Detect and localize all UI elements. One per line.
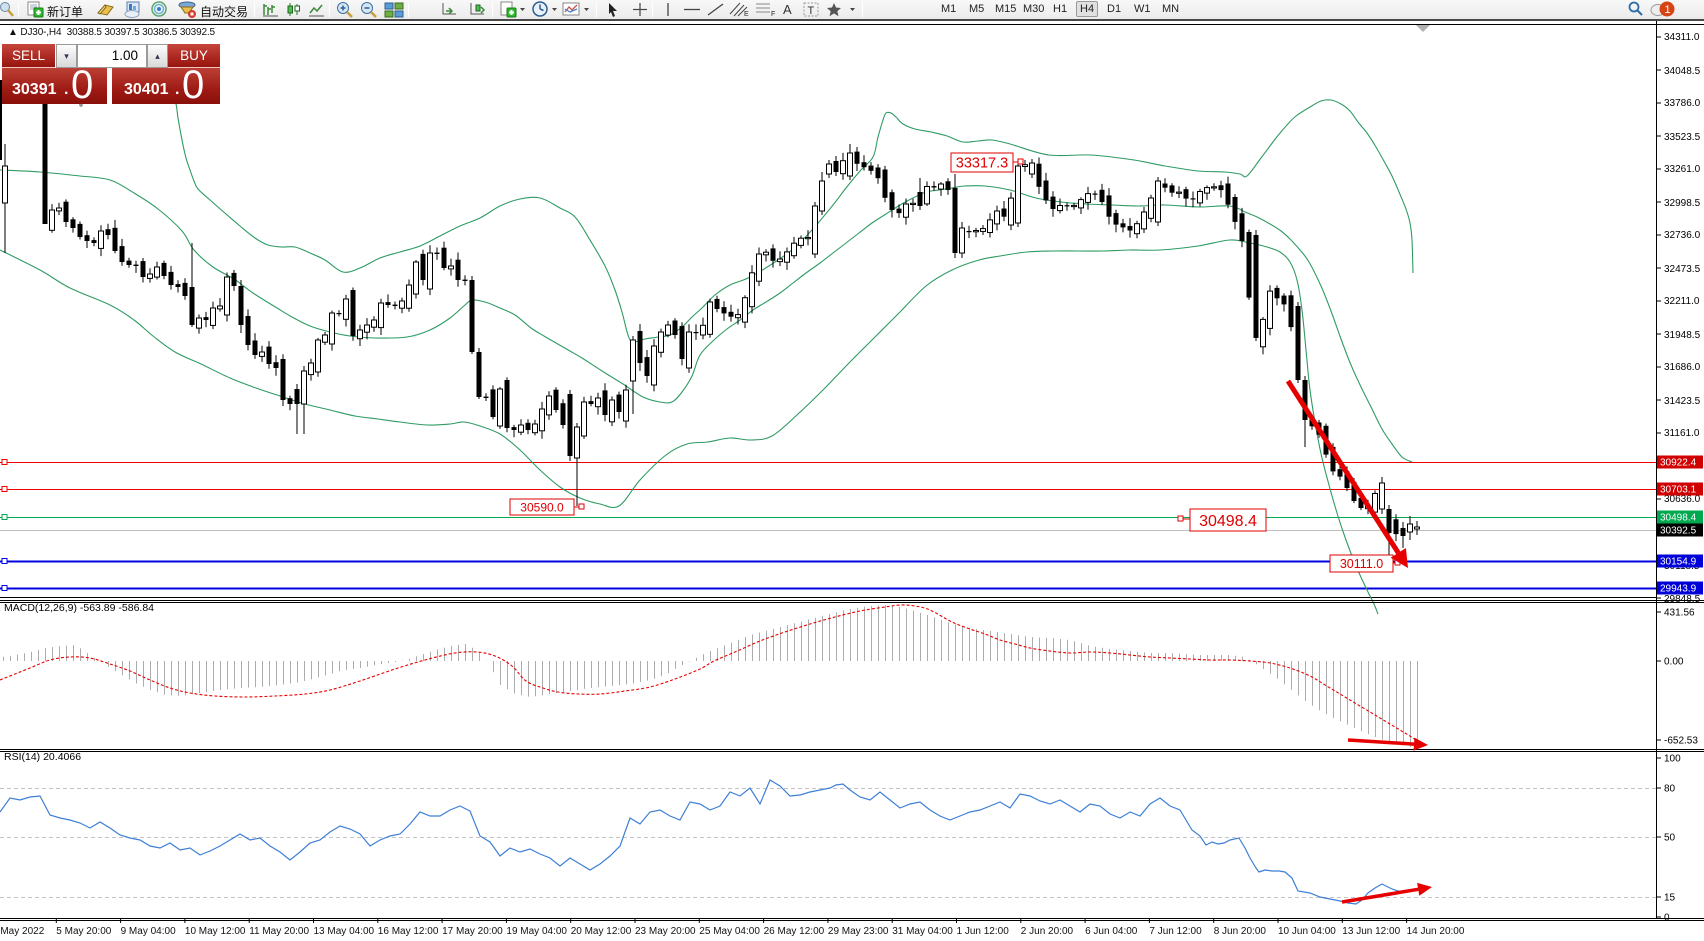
- svg-text:MACD(12,26,9) -563.89 -586.84: MACD(12,26,9) -563.89 -586.84: [4, 602, 154, 614]
- svg-text:20 May 12:00: 20 May 12:00: [571, 926, 632, 937]
- svg-text:33317.3: 33317.3: [956, 156, 1008, 172]
- svg-text:0: 0: [1664, 913, 1670, 924]
- svg-text:7 Jun 12:00: 7 Jun 12:00: [1149, 926, 1202, 937]
- svg-text:30154.9: 30154.9: [1660, 557, 1697, 568]
- svg-text:26 May 12:00: 26 May 12:00: [764, 926, 825, 937]
- svg-text:31 May 04:00: 31 May 04:00: [892, 926, 953, 937]
- svg-text:-652.53: -652.53: [1664, 736, 1698, 747]
- svg-text:4 May 2022: 4 May 2022: [0, 926, 45, 937]
- svg-text:9 May 04:00: 9 May 04:00: [121, 926, 176, 937]
- svg-text:32473.5: 32473.5: [1664, 264, 1701, 275]
- svg-text:33523.5: 33523.5: [1664, 132, 1701, 143]
- svg-text:50: 50: [1664, 833, 1676, 844]
- svg-text:31948.5: 31948.5: [1664, 330, 1701, 341]
- svg-text:1: 1: [1665, 4, 1671, 16]
- svg-text:30590.0: 30590.0: [520, 500, 564, 514]
- svg-text:31423.5: 31423.5: [1664, 396, 1701, 407]
- svg-text:431.56: 431.56: [1664, 608, 1695, 619]
- svg-text:F: F: [771, 11, 775, 18]
- svg-text:32211.0: 32211.0: [1664, 296, 1700, 307]
- svg-text:25 May 04:00: 25 May 04:00: [699, 926, 760, 937]
- svg-text:34311.0: 34311.0: [1664, 32, 1700, 43]
- svg-text:13 May 04:00: 13 May 04:00: [314, 926, 375, 937]
- svg-text:34048.5: 34048.5: [1664, 66, 1701, 77]
- svg-text:30392.5: 30392.5: [1660, 526, 1697, 537]
- svg-text:15: 15: [1664, 893, 1676, 904]
- svg-text:0.00: 0.00: [1664, 657, 1684, 668]
- svg-text:11 May 20:00: 11 May 20:00: [249, 926, 309, 937]
- svg-text:33786.0: 33786.0: [1664, 98, 1701, 109]
- svg-text:10 May 12:00: 10 May 12:00: [185, 926, 246, 937]
- svg-text:E: E: [744, 11, 749, 18]
- svg-text:30703.1: 30703.1: [1660, 485, 1697, 496]
- svg-text:29943.9: 29943.9: [1660, 584, 1697, 595]
- svg-text:10 Jun 04:00: 10 Jun 04:00: [1278, 926, 1336, 937]
- svg-text:29848.5: 29848.5: [1664, 594, 1701, 605]
- svg-text:14 Jun 20:00: 14 Jun 20:00: [1407, 926, 1465, 937]
- svg-text:8 Jun 20:00: 8 Jun 20:00: [1214, 926, 1267, 937]
- svg-text:2 Jun 20:00: 2 Jun 20:00: [1021, 926, 1074, 937]
- svg-text:29 May 23:00: 29 May 23:00: [828, 926, 889, 937]
- svg-text:31686.0: 31686.0: [1664, 362, 1701, 373]
- svg-text:A: A: [783, 2, 792, 17]
- svg-text:13 Jun 12:00: 13 Jun 12:00: [1342, 926, 1400, 937]
- svg-text:17 May 20:00: 17 May 20:00: [442, 926, 503, 937]
- svg-text:32998.5: 32998.5: [1664, 198, 1701, 209]
- svg-text:19 May 04:00: 19 May 04:00: [506, 926, 567, 937]
- svg-text:5 May 20:00: 5 May 20:00: [56, 926, 111, 937]
- svg-text:30498.4: 30498.4: [1199, 513, 1257, 530]
- svg-text:6 Jun 04:00: 6 Jun 04:00: [1085, 926, 1138, 937]
- svg-text:1 Jun 12:00: 1 Jun 12:00: [957, 926, 1010, 937]
- svg-text:100: 100: [1664, 754, 1681, 765]
- svg-text:30636.0: 30636.0: [1664, 494, 1701, 505]
- svg-text:T: T: [808, 5, 815, 17]
- svg-text:30111.0: 30111.0: [1340, 557, 1383, 571]
- svg-text:31161.0: 31161.0: [1664, 428, 1700, 439]
- svg-text:23 May 20:00: 23 May 20:00: [635, 926, 696, 937]
- svg-text:80: 80: [1664, 784, 1676, 795]
- svg-text:RSI(14) 20.4066: RSI(14) 20.4066: [4, 751, 81, 763]
- svg-text:30922.4: 30922.4: [1660, 458, 1697, 469]
- svg-text:16 May 12:00: 16 May 12:00: [378, 926, 439, 937]
- svg-text:33261.0: 33261.0: [1664, 164, 1701, 175]
- svg-text:32736.0: 32736.0: [1664, 230, 1701, 241]
- svg-text:30498.4: 30498.4: [1660, 513, 1697, 524]
